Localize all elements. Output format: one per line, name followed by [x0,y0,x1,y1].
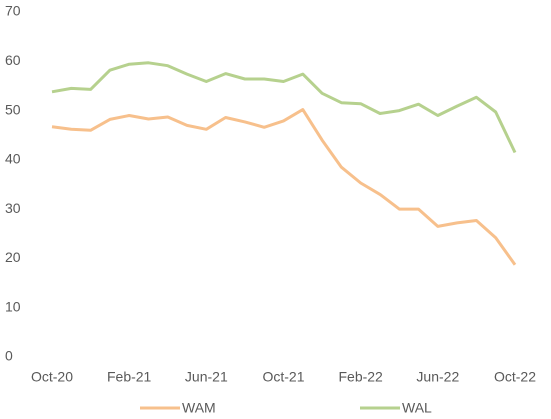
x-tick-label: Jun-22 [416,369,459,385]
legend-label: WAL [402,400,432,416]
y-tick-label: 40 [5,151,21,167]
legend-label: WAM [182,400,216,416]
y-tick-label: 30 [5,200,21,216]
y-tick-label: 70 [5,3,21,19]
x-tick-label: Oct-20 [31,369,73,385]
x-tick-label: Oct-21 [262,369,304,385]
y-tick-label: 0 [5,348,13,364]
y-tick-label: 10 [5,298,21,314]
x-tick-label: Feb-21 [107,369,152,385]
y-tick-label: 20 [5,249,21,265]
y-tick-label: 60 [5,52,21,68]
series-line [51,61,517,154]
x-tick-label: Jun-21 [185,369,228,385]
y-tick-label: 50 [5,101,21,117]
series-line [51,108,517,266]
x-tick-label: Oct-22 [494,369,536,385]
x-tick-label: Feb-22 [338,369,383,385]
